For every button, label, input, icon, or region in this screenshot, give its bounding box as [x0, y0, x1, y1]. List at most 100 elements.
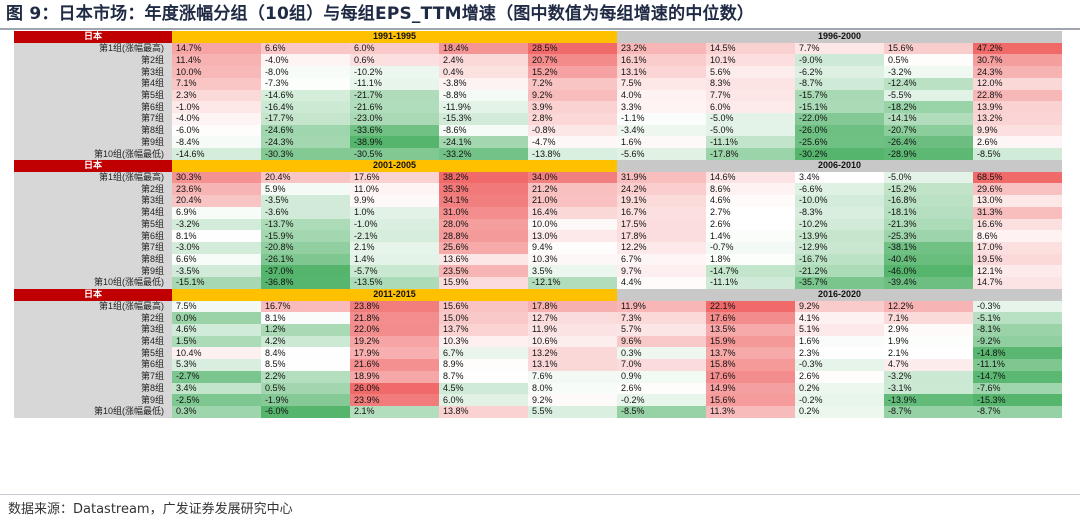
- value-cell: 21.2%: [528, 183, 617, 196]
- value-cell: -1.0%: [172, 101, 261, 114]
- value-cell: 13.9%: [973, 101, 1062, 114]
- group-label: 第9组: [14, 394, 172, 406]
- group-label: 第1组(涨幅最高): [14, 171, 172, 184]
- value-cell: 22.1%: [706, 300, 795, 313]
- value-cell: 1.8%: [706, 253, 795, 266]
- value-cell: 17.8%: [617, 230, 706, 242]
- value-cell: 6.0%: [439, 394, 528, 406]
- value-cell: -5.5%: [884, 89, 973, 102]
- value-cell: -40.4%: [884, 253, 973, 266]
- value-cell: 13.8%: [439, 406, 528, 418]
- value-cell: 18.9%: [350, 370, 439, 383]
- value-cell: -14.6%: [261, 89, 350, 102]
- value-cell: -7.3%: [261, 77, 350, 90]
- value-cell: 14.9%: [706, 382, 795, 395]
- value-cell: -1.0%: [350, 218, 439, 231]
- value-cell: 23.2%: [617, 42, 706, 55]
- value-cell: 9.2%: [795, 300, 884, 313]
- value-cell: -5.6%: [617, 148, 706, 160]
- value-cell: 13.6%: [439, 253, 528, 266]
- value-cell: 1.4%: [706, 230, 795, 242]
- value-cell: -20.8%: [261, 241, 350, 254]
- value-cell: -37.0%: [261, 265, 350, 278]
- value-cell: 8.3%: [706, 77, 795, 90]
- value-cell: -11.1%: [973, 359, 1062, 371]
- period-header: 2006-2010: [617, 159, 1062, 172]
- value-cell: 9.6%: [617, 335, 706, 348]
- value-cell: 47.2%: [973, 42, 1062, 55]
- value-cell: 17.6%: [706, 312, 795, 324]
- value-cell: 13.1%: [528, 359, 617, 371]
- value-cell: 7.6%: [528, 370, 617, 383]
- value-cell: 10.4%: [172, 347, 261, 360]
- value-cell: 7.1%: [172, 77, 261, 90]
- value-cell: 20.7%: [528, 54, 617, 67]
- value-cell: -11.1%: [350, 77, 439, 90]
- value-cell: -10.0%: [795, 195, 884, 207]
- value-cell: -12.1%: [528, 277, 617, 289]
- value-cell: -12.9%: [795, 241, 884, 254]
- value-cell: -15.2%: [884, 183, 973, 196]
- value-cell: 5.6%: [706, 66, 795, 78]
- value-cell: -0.8%: [528, 124, 617, 137]
- value-cell: 31.9%: [617, 171, 706, 184]
- value-cell: -30.2%: [795, 148, 884, 160]
- value-cell: -8.8%: [439, 89, 528, 102]
- table-row: 第7组 -2.7% 2.2% 18.9% 8.7% 7.6% 0.9% 17.6% 2.6% -3…: [14, 370, 1062, 383]
- eps-growth-heatmap-table: 日本 1991-1995 1996-2000 第1组(涨幅最高) 14.7% 6.6% 6.…: [14, 31, 1062, 418]
- value-cell: -5.0%: [706, 113, 795, 125]
- table-row: 第9组 -8.4% -24.3% -38.9% -24.1% -4.7% 1.6% -11.1…: [14, 136, 1062, 149]
- group-label: 第7组: [14, 370, 172, 383]
- value-cell: 24.2%: [617, 183, 706, 196]
- value-cell: 0.9%: [617, 370, 706, 383]
- value-cell: 18.4%: [439, 42, 528, 55]
- value-cell: 4.6%: [172, 323, 261, 336]
- value-cell: 7.7%: [795, 42, 884, 55]
- value-cell: -4.0%: [172, 113, 261, 125]
- value-cell: 2.2%: [261, 370, 350, 383]
- value-cell: -26.4%: [884, 136, 973, 149]
- table-row: 第4组 7.1% -7.3% -11.1% -3.8% 7.2% 7.5% 8.3% -8.7%…: [14, 77, 1062, 90]
- value-cell: 22.8%: [973, 89, 1062, 102]
- value-cell: 9.7%: [617, 265, 706, 278]
- value-cell: -10.2%: [350, 66, 439, 78]
- value-cell: 4.2%: [261, 335, 350, 348]
- value-cell: -13.8%: [528, 148, 617, 160]
- market-label: 日本: [14, 159, 172, 172]
- value-cell: 23.6%: [172, 183, 261, 196]
- value-cell: -5.1%: [973, 312, 1062, 324]
- group-label: 第3组: [14, 195, 172, 207]
- value-cell: 7.0%: [617, 359, 706, 371]
- value-cell: -21.3%: [884, 218, 973, 231]
- table-row: 第5组 -3.2% -13.7% -1.0% 28.0% 10.0% 17.5% 2.6% -1…: [14, 218, 1062, 231]
- group-label: 第4组: [14, 206, 172, 219]
- value-cell: -3.2%: [884, 370, 973, 383]
- value-cell: 11.0%: [350, 183, 439, 196]
- value-cell: 13.2%: [528, 347, 617, 360]
- value-cell: 21.6%: [350, 359, 439, 371]
- table-row: 第4组 6.9% -3.6% 1.0% 31.0% 16.4% 16.7% 2.7% -8.3%…: [14, 206, 1062, 219]
- value-cell: -0.7%: [706, 241, 795, 254]
- value-cell: 34.1%: [439, 195, 528, 207]
- source-divider: [0, 494, 1080, 495]
- table-row: 第1组(涨幅最高) 14.7% 6.6% 6.0% 18.4% 28.5% 23.2% 14.…: [14, 42, 1062, 55]
- table-row: 第3组 10.0% -8.0% -10.2% 0.4% 15.2% 13.1% 5.6% -6.…: [14, 66, 1062, 78]
- value-cell: -0.2%: [617, 394, 706, 406]
- value-cell: -24.3%: [261, 136, 350, 149]
- value-cell: -39.4%: [884, 277, 973, 289]
- value-cell: 10.1%: [706, 54, 795, 67]
- value-cell: 4.4%: [617, 277, 706, 289]
- value-cell: -6.0%: [172, 124, 261, 137]
- value-cell: -25.6%: [795, 136, 884, 149]
- value-cell: 5.1%: [795, 323, 884, 336]
- value-cell: 15.6%: [706, 394, 795, 406]
- value-cell: -3.6%: [261, 206, 350, 219]
- value-cell: -17.8%: [706, 148, 795, 160]
- period-header: 2001-2005: [172, 159, 617, 172]
- value-cell: 9.2%: [528, 394, 617, 406]
- value-cell: 8.0%: [528, 382, 617, 395]
- value-cell: -9.0%: [795, 54, 884, 67]
- value-cell: 2.6%: [617, 382, 706, 395]
- value-cell: 10.0%: [528, 218, 617, 231]
- value-cell: 2.1%: [350, 406, 439, 418]
